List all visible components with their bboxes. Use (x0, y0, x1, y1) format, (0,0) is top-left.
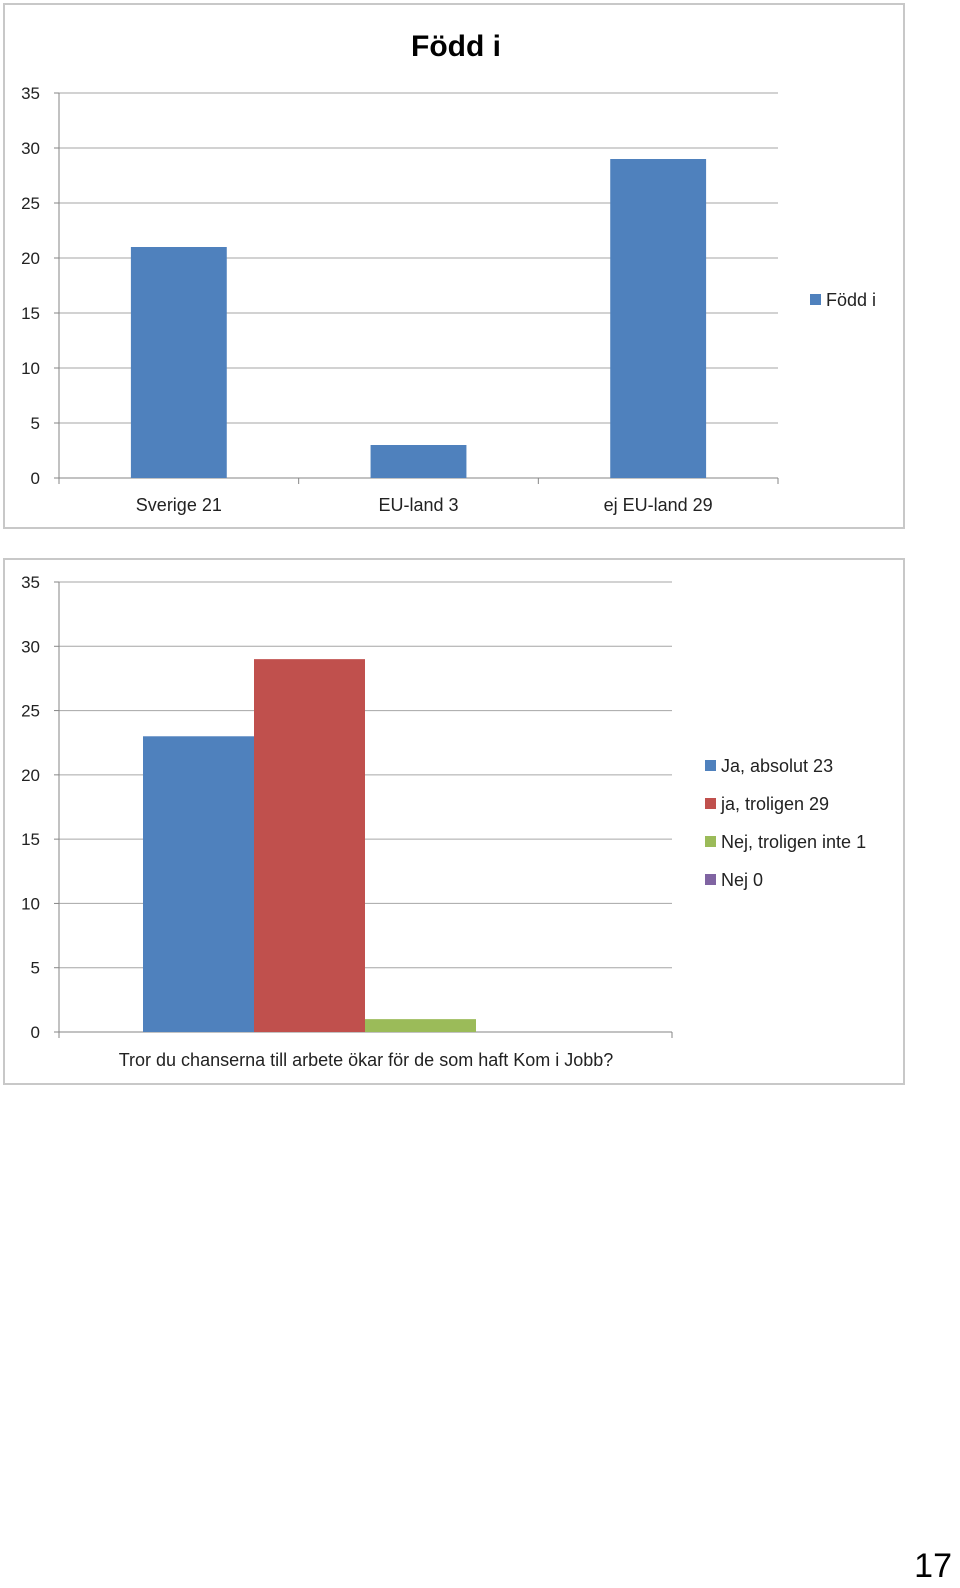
legend-swatch (705, 836, 716, 847)
y-tick-label: 15 (21, 830, 40, 849)
page-number: 17 (914, 1547, 952, 1585)
bar-2 (254, 659, 365, 1032)
legend-swatch (705, 798, 716, 809)
y-tick-label: 35 (21, 573, 40, 592)
y-tick-label: 25 (21, 194, 40, 213)
y-tick-label: 25 (21, 702, 40, 721)
y-tick-label: 0 (31, 469, 40, 488)
legend-label: Nej 0 (721, 870, 763, 890)
bar-2 (370, 445, 467, 478)
legend-label: Född i (826, 290, 876, 310)
category-label: EU-land 3 (378, 495, 458, 515)
legend-label: ja, troligen 29 (720, 794, 829, 814)
y-tick-label: 35 (21, 84, 40, 103)
chart-1-frame: Född i 0 5 10 15 20 25 30 35 Sverige 21 EU-land 3 e… (3, 3, 905, 529)
y-tick-label: 5 (31, 959, 40, 978)
y-tick-label: 10 (21, 894, 40, 913)
y-tick-label: 20 (21, 766, 40, 785)
legend-swatch (705, 874, 716, 885)
category-label: ej EU-land 29 (604, 495, 713, 515)
y-tick-label: 5 (31, 414, 40, 433)
bar-1 (130, 247, 227, 478)
chart-2-svg: 0 5 10 15 20 25 30 35 Tror du chanserna till arb… (21, 573, 866, 1070)
y-tick-label: 10 (21, 359, 40, 378)
chart-1-title: Född i (411, 30, 501, 63)
category-label: Tror du chanserna till arbete ökar för d… (119, 1050, 614, 1070)
y-tick-label: 30 (21, 637, 40, 656)
legend-label: Ja, absolut 23 (721, 756, 833, 776)
bar-3 (365, 1019, 476, 1032)
y-tick-label: 30 (21, 139, 40, 158)
y-tick-label: 20 (21, 249, 40, 268)
legend-swatch (810, 294, 821, 305)
chart-2-frame: 0 5 10 15 20 25 30 35 Tror du chanserna till arb… (3, 558, 905, 1085)
bar-3 (610, 159, 707, 478)
y-tick-label: 0 (31, 1023, 40, 1042)
y-tick-label: 15 (21, 304, 40, 323)
bar-1 (143, 736, 254, 1032)
category-label: Sverige 21 (136, 495, 222, 515)
chart-1-svg: Född i 0 5 10 15 20 25 30 35 Sverige 21 EU-land 3 e… (21, 30, 876, 515)
legend-label: Nej, troligen inte 1 (721, 832, 866, 852)
legend-swatch (705, 760, 716, 771)
